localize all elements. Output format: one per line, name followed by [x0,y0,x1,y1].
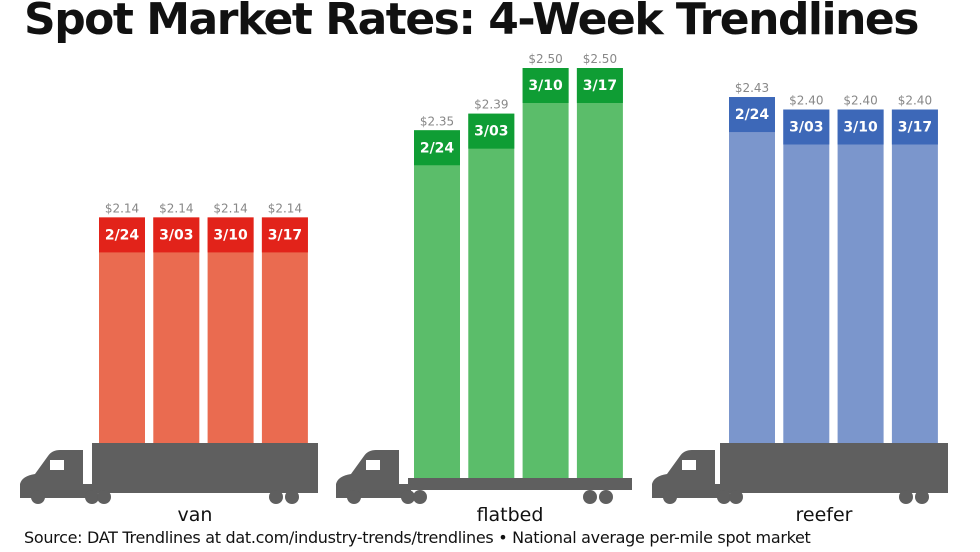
truck-cab-icon [20,450,95,498]
category-label: van [178,504,213,526]
value-label: $2.39 [474,98,508,112]
date-label: 3/03 [789,120,823,136]
date-label: 2/24 [735,107,770,123]
bar-header [153,217,200,253]
wheel-icon [663,490,677,504]
bar-flatbed-3/03 [468,113,515,479]
bar-header [261,217,308,253]
bar-header [729,97,775,133]
bar-van-3/10 [207,217,254,443]
trailer-box [720,443,948,493]
bar-header [414,130,460,166]
value-label: $2.14 [213,201,247,215]
value-label: $2.43 [735,81,769,95]
bar-flatbed-3/17 [576,68,623,478]
date-label: 3/10 [528,78,563,94]
wheel-icon [899,490,913,504]
bar-header [207,217,254,253]
flatbed-trailer [408,478,632,490]
category-label: reefer [796,504,853,526]
wheel-icon [401,490,415,504]
bar-header [891,109,938,145]
bar-van-3/03 [153,217,200,443]
bar-header [99,217,145,253]
bar-header [522,68,569,103]
wheel-icon [97,490,111,504]
bar-reefer-3/10 [837,109,884,443]
trailer-box [92,443,318,493]
bar-reefer-3/03 [783,109,830,443]
cab-window [50,460,64,470]
date-label: 2/24 [420,140,455,156]
source-note: Source: DAT Trendlines at dat.com/indust… [24,528,811,547]
value-label: $2.50 [528,52,562,66]
wheel-icon [413,490,427,504]
date-label: 3/03 [159,227,193,243]
bar-flatbed-2/24 [414,130,460,478]
value-label: $2.14 [159,201,193,215]
wheel-icon [599,490,613,504]
date-label: 3/10 [213,227,248,243]
wheel-icon [347,490,361,504]
bar-header [837,109,884,145]
bar-van-3/17 [261,217,308,443]
truck-cab-icon [336,450,411,498]
cab-window [682,460,696,470]
wheel-icon [729,490,743,504]
chart-title: Spot Market Rates: 4-Week Trendlines [24,0,919,45]
wheel-icon [31,490,45,504]
wheel-icon [269,490,283,504]
value-label: $2.40 [898,94,932,108]
wheel-icon [583,490,597,504]
truck-cab-icon [652,450,727,498]
bar-header [468,113,515,149]
bar-header [783,109,830,145]
wheel-icon [915,490,929,504]
wheel-icon [85,490,99,504]
bar-flatbed-3/10 [522,68,569,478]
bar-reefer-2/24 [729,97,775,444]
value-label: $2.40 [789,94,823,108]
bar-van-2/24 [99,217,145,443]
bar-header [576,68,623,103]
value-label: $2.40 [843,94,877,108]
date-label: 3/17 [583,78,617,94]
date-label: 2/24 [105,227,140,243]
category-label: flatbed [477,504,544,526]
date-label: 3/03 [474,124,508,140]
value-label: $2.14 [105,201,139,215]
value-label: $2.35 [420,114,454,128]
date-label: 3/17 [898,120,932,136]
value-label: $2.14 [268,201,302,215]
date-label: 3/17 [268,227,302,243]
cab-window [366,460,380,470]
date-label: 3/10 [843,120,878,136]
bar-reefer-3/17 [891,109,938,443]
wheel-icon [717,490,731,504]
wheel-icon [285,490,299,504]
value-label: $2.50 [583,52,617,66]
